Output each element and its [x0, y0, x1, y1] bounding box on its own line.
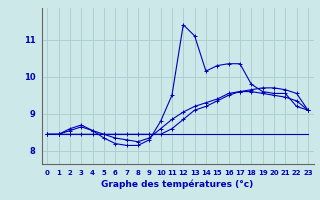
X-axis label: Graphe des températures (°c): Graphe des températures (°c)	[101, 179, 254, 189]
